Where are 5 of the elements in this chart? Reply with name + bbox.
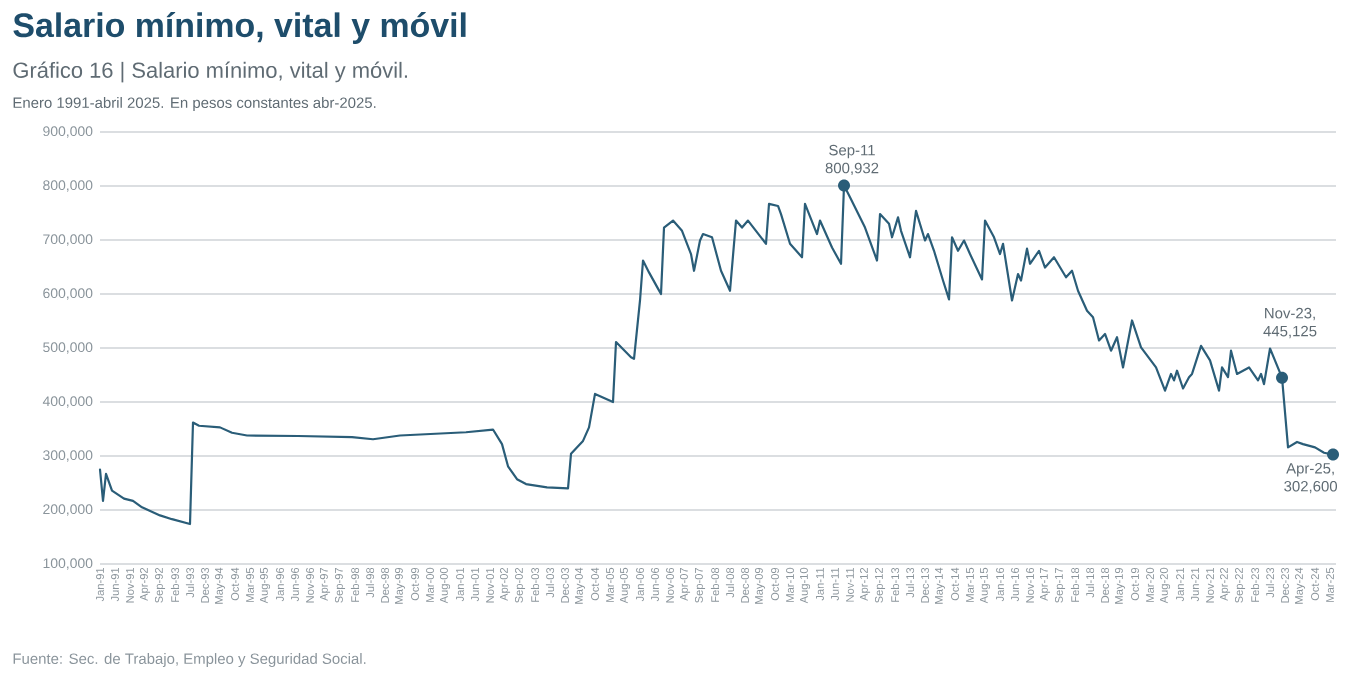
- point: [838, 179, 851, 192]
- chart-title: Salario mínimo, vital y móvil: [13, 12, 466, 44]
- point: [1327, 448, 1340, 461]
- chart-subtitle: Gráfico 16 | Salario mínimo, vital y móvil.: [13, 61, 408, 83]
- point: [1276, 371, 1289, 384]
